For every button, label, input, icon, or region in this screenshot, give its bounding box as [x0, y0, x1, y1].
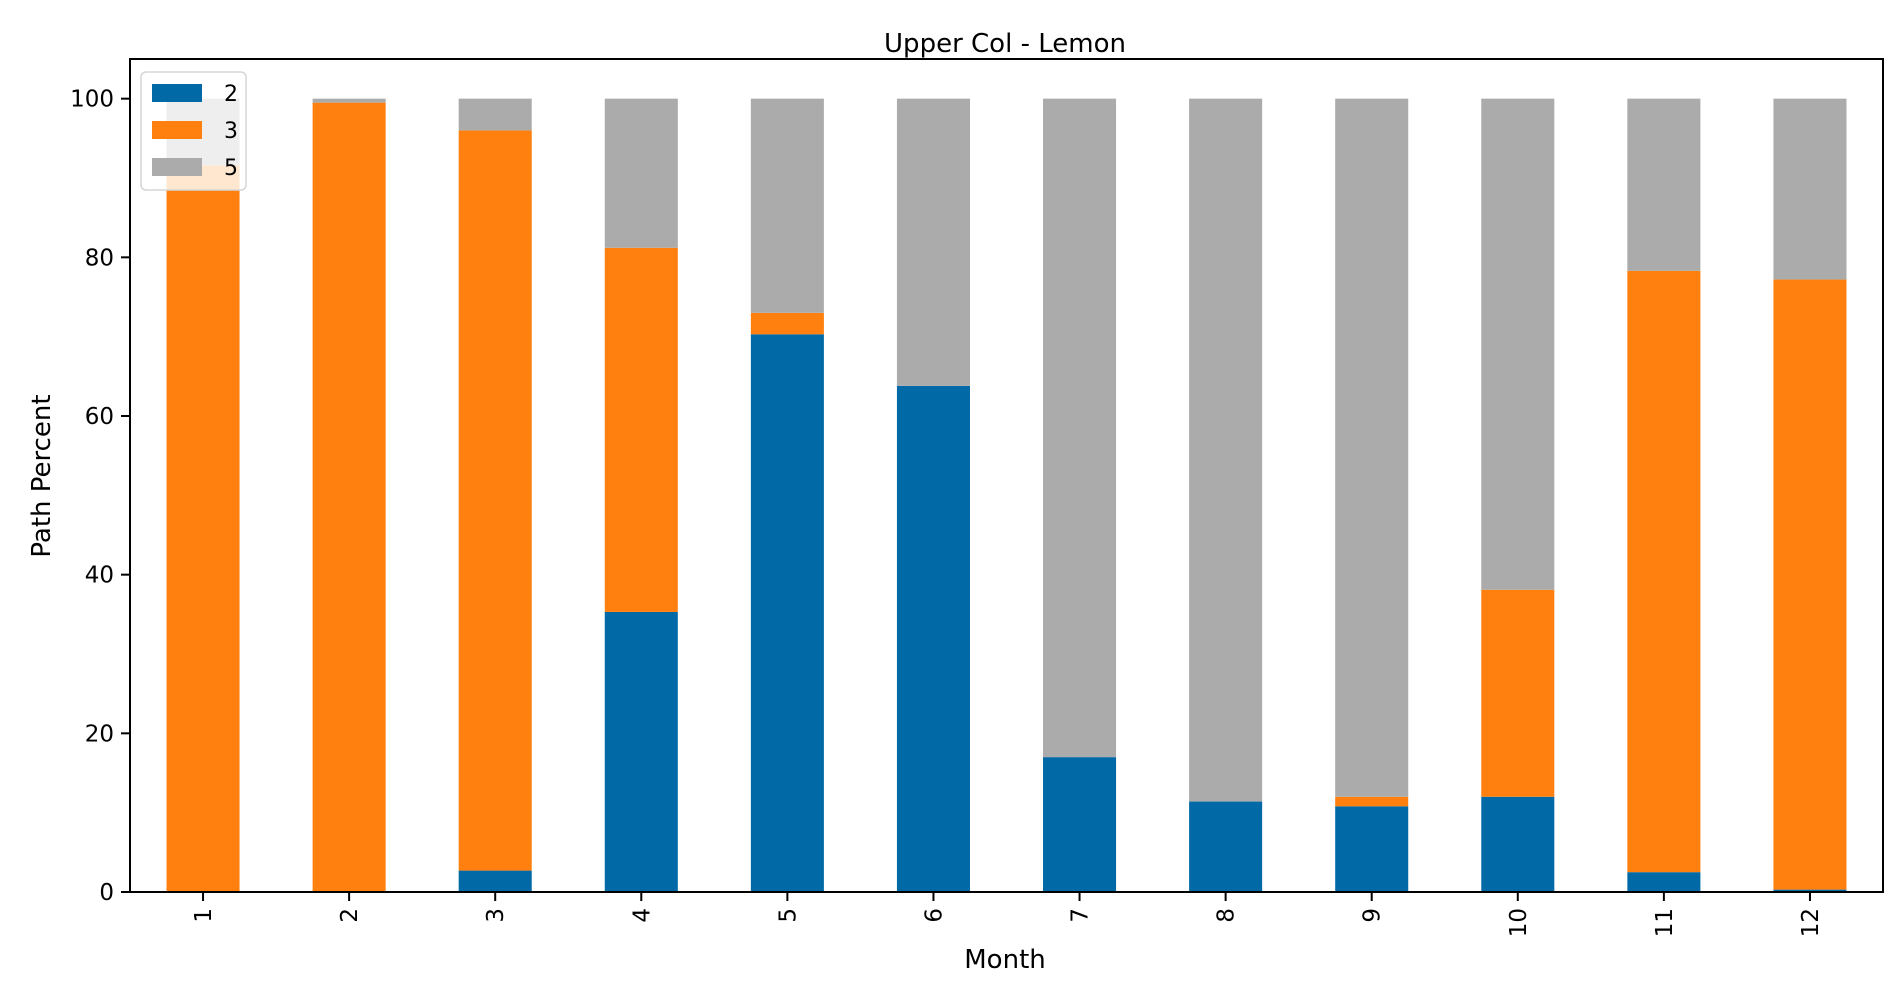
x-tick-label: 11: [1652, 908, 1678, 937]
bar-month-3-series-5: [458, 98, 532, 131]
x-tick-label: 1: [191, 908, 217, 923]
bar-month-2-series-5: [312, 98, 386, 103]
bar-month-10-series-3: [1481, 589, 1555, 797]
legend-label-3: 3: [224, 119, 238, 144]
x-tick-label: 4: [629, 908, 655, 923]
bar-month-9-series-2: [1335, 806, 1409, 892]
bar-month-10-series-5: [1481, 98, 1555, 590]
bar-month-7-series-2: [1043, 757, 1117, 892]
y-axis: 0 20 40 60 80 100: [70, 87, 130, 906]
x-axis: 1 2 3 4 5 6 7 8 9 10 11 12: [191, 892, 1824, 937]
bar-month-6-series-5: [896, 98, 970, 386]
y-axis-label: Path Percent: [27, 394, 57, 557]
y-tick-label: 100: [70, 87, 114, 113]
x-tick-label: 7: [1068, 908, 1094, 923]
x-tick-label: 2: [337, 908, 363, 923]
bar-month-5-series-2: [750, 334, 824, 893]
x-axis-label: Month: [964, 945, 1046, 975]
y-tick-label: 60: [85, 404, 114, 430]
bar-month-8-series-2: [1189, 801, 1263, 892]
x-tick-label: 12: [1798, 908, 1824, 937]
bar-month-12-series-2: [1773, 889, 1847, 892]
bar-month-11-series-2: [1627, 872, 1701, 892]
bar-month-5-series-3: [750, 312, 824, 335]
bar-month-4-series-5: [604, 98, 678, 248]
bar-month-9-series-3: [1335, 796, 1409, 807]
legend: 2 3 5: [140, 71, 247, 191]
legend-swatch-2: [152, 84, 202, 102]
x-tick-label: 6: [921, 908, 947, 923]
bar-month-9-series-5: [1335, 98, 1409, 797]
y-tick-label: 40: [85, 563, 114, 589]
bar-month-4-series-3: [604, 247, 678, 612]
legend-swatch-3: [152, 121, 202, 139]
x-tick-label: 5: [775, 908, 801, 923]
bars-group: [166, 98, 1847, 893]
plot-frame: [129, 58, 1884, 893]
bar-month-2-series-3: [312, 102, 386, 893]
x-tick-label: 8: [1214, 908, 1240, 923]
bar-month-3-series-3: [458, 130, 532, 871]
bar-month-12-series-5: [1773, 98, 1847, 280]
bar-month-5-series-5: [750, 98, 824, 313]
bar-month-8-series-5: [1189, 98, 1263, 802]
y-tick-label: 80: [85, 245, 114, 271]
x-tick-label: 9: [1360, 908, 1386, 923]
legend-label-2: 2: [224, 82, 238, 107]
bar-month-7-series-5: [1043, 98, 1117, 758]
bar-month-11-series-5: [1627, 98, 1701, 271]
bar-month-6-series-2: [896, 385, 970, 892]
bar-month-11-series-3: [1627, 270, 1701, 873]
x-tick-label: 10: [1506, 908, 1532, 937]
y-tick-label: 0: [99, 880, 114, 906]
bar-month-3-series-2: [458, 870, 532, 892]
bar-month-12-series-3: [1773, 279, 1847, 890]
legend-label-5: 5: [224, 156, 238, 181]
bar-month-1-series-3: [166, 165, 240, 893]
bar-month-10-series-2: [1481, 796, 1555, 892]
x-tick-label: 3: [483, 908, 509, 923]
chart-title: Upper Col - Lemon: [884, 29, 1126, 59]
y-tick-label: 20: [85, 721, 114, 747]
legend-swatch-5: [152, 158, 202, 176]
bar-month-4-series-2: [604, 611, 678, 892]
